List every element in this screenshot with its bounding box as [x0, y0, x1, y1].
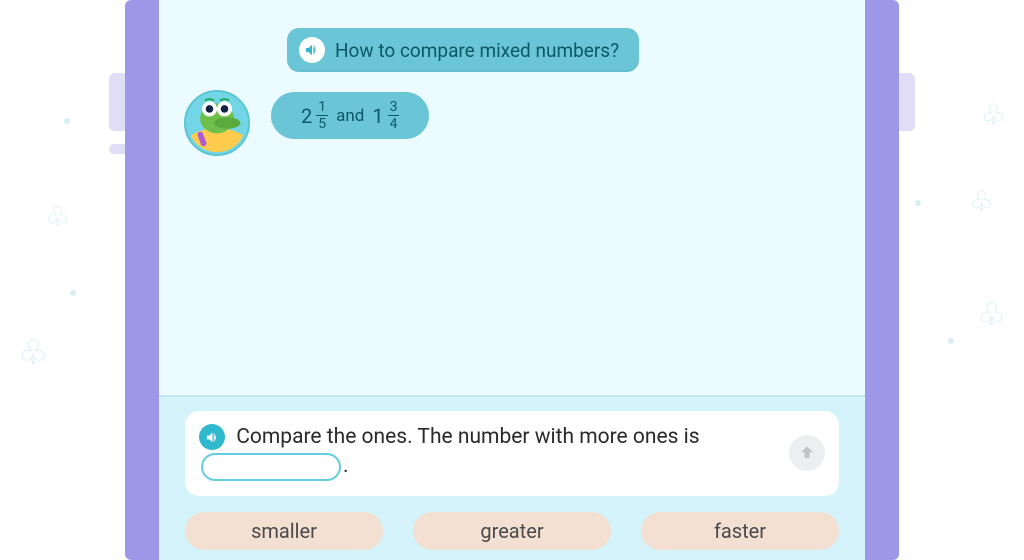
- bg-dot: [915, 200, 921, 206]
- choice-option[interactable]: greater: [413, 512, 611, 550]
- frame-right: [865, 0, 899, 560]
- audio-icon[interactable]: [299, 37, 325, 63]
- frame-tab: [899, 73, 915, 131]
- question-text: How to compare mixed numbers?: [335, 39, 619, 62]
- frame-tab: [109, 73, 125, 131]
- bg-leaf: ♧: [18, 333, 48, 373]
- character-avatar: [184, 90, 250, 156]
- answer-blank[interactable]: [201, 453, 341, 481]
- choice-option[interactable]: faster: [641, 512, 839, 550]
- bg-dot: [948, 338, 954, 344]
- bg-leaf: ♧: [977, 295, 1006, 333]
- choice-row: smaller greater faster: [185, 512, 839, 550]
- bg-dot: [70, 290, 76, 296]
- audio-icon[interactable]: [199, 424, 225, 450]
- prompt-card: Compare the ones. The number with more o…: [185, 411, 839, 496]
- stage: How to compare mixed numbers? 2 1 5 and …: [159, 0, 865, 560]
- question-bubble: How to compare mixed numbers?: [287, 28, 639, 72]
- prompt-text-after: .: [343, 454, 349, 478]
- bg-leaf: ♧: [981, 98, 1006, 131]
- conjunction: and: [336, 106, 364, 126]
- answer-panel: Compare the ones. The number with more o…: [159, 395, 865, 560]
- frame-tab: [109, 144, 125, 154]
- mixed-number-1: 2 1 5: [301, 100, 328, 131]
- submit-button[interactable]: [789, 435, 825, 471]
- frame-left: [125, 0, 159, 560]
- choice-option[interactable]: smaller: [185, 512, 383, 550]
- bg-leaf: ♧: [969, 185, 994, 218]
- example-bubble: 2 1 5 and 1 3 4: [271, 92, 429, 139]
- bg-leaf: ♧: [45, 200, 70, 233]
- prompt-text-before: Compare the ones. The number with more o…: [236, 425, 699, 449]
- mixed-number-2: 1 3 4: [372, 100, 399, 131]
- bg-dot: [64, 118, 70, 124]
